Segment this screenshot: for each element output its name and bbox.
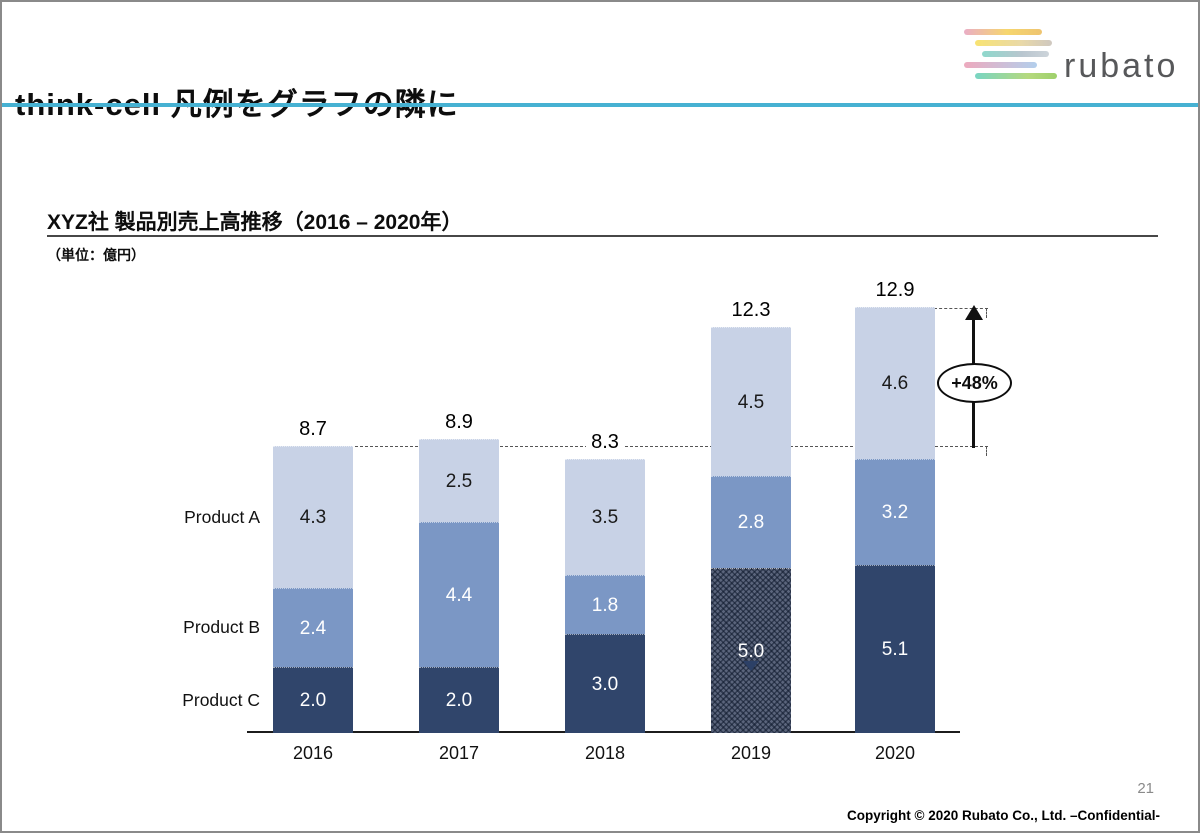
- logo-stripe-icon: [975, 73, 1057, 79]
- segment-value-label: 5.0: [737, 640, 765, 662]
- logo-stripe-icon: [982, 51, 1049, 57]
- segment-value-label: 3.5: [591, 507, 619, 528]
- segment-value-label: 4.6: [881, 373, 909, 394]
- bar-segment: 4.5: [711, 327, 791, 476]
- bar-segment: 3.0: [565, 634, 645, 733]
- segment-value-label: 3.2: [881, 502, 909, 523]
- segment-value-label: 1.8: [591, 594, 619, 616]
- segment-value-label: 4.5: [737, 391, 765, 413]
- total-value-label: 8.3: [565, 430, 645, 454]
- x-axis-label: 2017: [438, 743, 480, 763]
- segment-value-label: 2.8: [737, 512, 765, 533]
- bar-segment: 3.5: [565, 459, 645, 575]
- x-axis-label: 2019: [730, 743, 772, 763]
- total-value-label: 12.9: [855, 278, 935, 302]
- segment-value-label: 2.0: [445, 690, 473, 711]
- logo-stripe-icon: [964, 62, 1037, 68]
- bar-segment: 2.5: [419, 439, 499, 522]
- bar-segment: 5.0: [711, 568, 791, 733]
- x-axis-label: 2018: [584, 743, 626, 763]
- bar-segment: 4.6: [855, 307, 935, 459]
- segment-value-label: 2.4: [299, 617, 327, 639]
- bar-segment: 2.0: [419, 667, 499, 733]
- segment-value-label: 4.4: [445, 584, 473, 606]
- bar-segment: 5.1: [855, 565, 935, 733]
- growth-percentage-badge: +48%: [937, 363, 1012, 403]
- legend-product-b: Product B: [183, 617, 260, 638]
- growth-arrow-head-icon: [965, 305, 983, 320]
- top-value-dashed-line: [934, 308, 988, 309]
- dashed-line-end-tick: [986, 446, 987, 456]
- chart-title: XYZ社 製品別売上高推移（2016 – 2020年）: [47, 211, 463, 234]
- title-underline: [2, 103, 1198, 107]
- dashed-line-end-tick: [986, 308, 987, 318]
- bar-segment: 3.2: [855, 459, 935, 565]
- page-number: 21: [1137, 780, 1154, 797]
- total-value-label: 12.3: [711, 298, 791, 322]
- total-value-label: 8.9: [419, 410, 499, 434]
- total-value-label: 8.7: [273, 417, 353, 441]
- segment-value-label: 3.0: [591, 673, 619, 695]
- pattern-marker-icon: [743, 661, 759, 671]
- segment-value-label: 5.1: [881, 639, 909, 660]
- bar-segment: 2.0: [273, 667, 353, 733]
- logo-stripe-icon: [964, 29, 1042, 35]
- bar-segment: 2.4: [273, 588, 353, 667]
- chart-title-underline: [47, 235, 1158, 237]
- bar-segment: 2.8: [711, 476, 791, 568]
- legend-product-c: Product C: [182, 690, 260, 710]
- segment-value-label: 2.0: [299, 690, 327, 711]
- rubato-logo: rubato: [952, 14, 1192, 94]
- baseline-value-dashed-line: [355, 446, 988, 447]
- segment-value-label: 4.3: [299, 507, 327, 528]
- copyright-footer: Copyright © 2020 Rubato Co., Ltd. –Confi…: [847, 808, 1160, 823]
- bar-segment: 4.4: [419, 522, 499, 667]
- logo-text: rubato: [1064, 47, 1179, 85]
- bar-segment: 1.8: [565, 575, 645, 634]
- x-axis-label: 2016: [292, 743, 334, 763]
- segment-value-label: 2.5: [445, 470, 473, 492]
- unit-label: （単位：億円）: [47, 247, 145, 263]
- logo-stripe-icon: [975, 40, 1052, 46]
- x-axis-label: 2020: [874, 743, 916, 763]
- bar-segment: 4.3: [273, 446, 353, 588]
- legend-product-a: Product A: [184, 506, 260, 527]
